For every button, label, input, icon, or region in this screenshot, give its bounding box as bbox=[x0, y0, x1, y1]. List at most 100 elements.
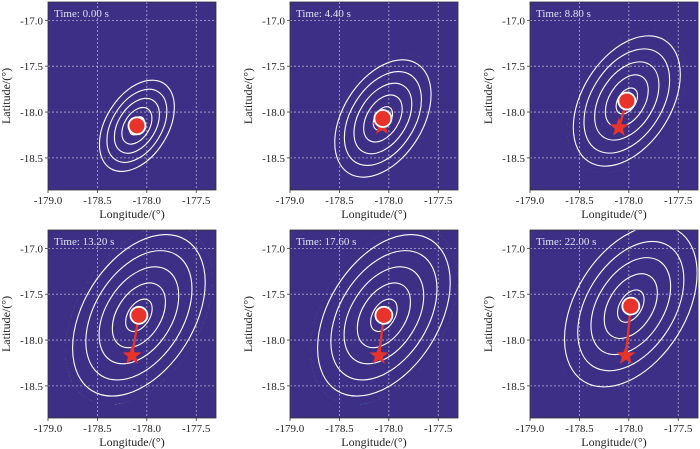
x-tick-label: -179.0 bbox=[34, 423, 63, 435]
time-label: Time: 13.20 s bbox=[54, 236, 114, 248]
contour-line bbox=[583, 48, 671, 154]
y-tick-label: -18.5 bbox=[20, 153, 43, 165]
x-tick-label: -178.0 bbox=[375, 195, 404, 207]
plot-frame bbox=[47, 1, 217, 191]
x-tick-label: -177.5 bbox=[424, 195, 453, 207]
centroid-marker bbox=[621, 296, 641, 316]
x-tick-label: -178.0 bbox=[615, 195, 644, 207]
x-axis-label: Longitude/(°) bbox=[99, 435, 164, 449]
contour-line bbox=[370, 298, 398, 333]
x-tick-label: -177.5 bbox=[182, 423, 211, 435]
y-axis-label: Latitude/(°) bbox=[481, 68, 495, 124]
plot-frame bbox=[47, 229, 217, 419]
contour-line bbox=[356, 282, 412, 349]
panel-3: Time: 8.80 s -179.0 -178.5 -178.0 -177.5 -17.… bbox=[481, 1, 699, 221]
contour-line bbox=[98, 79, 175, 173]
x-tick-label: -177.5 bbox=[664, 423, 693, 435]
y-tick-label: -17.5 bbox=[502, 61, 525, 73]
y-tick-label: -17.0 bbox=[262, 15, 285, 27]
y-axis-label: Latitude/(°) bbox=[241, 296, 255, 352]
panel-5: Time: 17.60 s -179.0 -178.5 -178.0 -177.5 -17… bbox=[241, 229, 459, 449]
x-axis-label: Longitude/(°) bbox=[581, 435, 646, 449]
y-axis-label: Latitude/(°) bbox=[0, 296, 13, 352]
x-tick-label: -178.0 bbox=[375, 423, 404, 435]
contour-line bbox=[317, 233, 451, 397]
x-tick-label: -178.0 bbox=[615, 423, 644, 435]
y-tick-label: -17.5 bbox=[502, 289, 525, 301]
contour-line bbox=[334, 59, 432, 178]
contour-line bbox=[590, 257, 672, 356]
y-axis-label: Latitude/(°) bbox=[481, 296, 495, 352]
x-tick-label: -179.0 bbox=[276, 423, 305, 435]
x-tick-label: -177.5 bbox=[182, 195, 211, 207]
contour-line bbox=[616, 289, 645, 323]
x-tick-label: -179.0 bbox=[516, 423, 545, 435]
contour-line bbox=[111, 282, 167, 349]
grid-lines bbox=[530, 2, 698, 190]
x-tick-label: -179.0 bbox=[34, 195, 63, 207]
contour-lines bbox=[563, 230, 698, 388]
centroid-marker bbox=[127, 116, 147, 136]
contour-line bbox=[363, 94, 403, 143]
y-tick-label: -17.0 bbox=[20, 15, 43, 27]
contour-line bbox=[330, 250, 438, 381]
y-tick-label: -18.0 bbox=[262, 107, 285, 119]
contour-line bbox=[594, 61, 660, 141]
y-tick-label: -17.0 bbox=[502, 243, 525, 255]
contour-lines bbox=[317, 233, 451, 397]
epicenter-star bbox=[369, 345, 389, 364]
grid-lines bbox=[530, 230, 698, 418]
x-tick-label: -177.5 bbox=[664, 195, 693, 207]
y-tick-label: -18.0 bbox=[20, 107, 43, 119]
contour-line bbox=[577, 240, 685, 372]
x-tick-label: -178.5 bbox=[325, 195, 354, 207]
panel-1: Time: 0.00 s -179.0 -178.5 -178.0 -177.5 -17.… bbox=[0, 1, 217, 221]
panel-2: Time: 4.40 s -179.0 -178.5 -178.0 -177.5 -17.… bbox=[241, 1, 459, 221]
centroid-marker bbox=[617, 91, 637, 111]
x-tick-label: -178.5 bbox=[83, 423, 112, 435]
contour-line bbox=[125, 298, 153, 333]
time-label: Time: 4.40 s bbox=[296, 8, 351, 20]
y-tick-label: -17.5 bbox=[262, 61, 285, 73]
y-tick-label: -17.0 bbox=[262, 243, 285, 255]
y-tick-label: -18.5 bbox=[262, 381, 285, 393]
plot-frame bbox=[289, 229, 459, 419]
x-tick-label: -178.5 bbox=[565, 195, 594, 207]
y-tick-label: -18.5 bbox=[502, 153, 525, 165]
contour-line bbox=[113, 97, 160, 154]
x-axis-label: Longitude/(°) bbox=[341, 207, 406, 221]
contour-line bbox=[572, 35, 681, 167]
panel-4: Time: 13.20 s -179.0 -178.5 -178.0 -177.5 -17… bbox=[0, 229, 217, 449]
plot-frame bbox=[529, 1, 699, 191]
y-tick-label: -17.5 bbox=[20, 61, 43, 73]
y-tick-label: -18.5 bbox=[502, 381, 525, 393]
plot-frame bbox=[529, 229, 699, 419]
y-axis-label: Latitude/(°) bbox=[241, 68, 255, 124]
centroid-marker bbox=[373, 109, 393, 128]
y-axis-label: Latitude/(°) bbox=[0, 68, 13, 124]
x-tick-label: -178.0 bbox=[133, 195, 162, 207]
x-tick-label: -177.5 bbox=[424, 423, 453, 435]
grid-lines bbox=[48, 2, 216, 190]
x-axis-label: Longitude/(°) bbox=[341, 435, 406, 449]
y-tick-label: -17.5 bbox=[262, 289, 285, 301]
time-label: Time: 17.60 s bbox=[296, 236, 356, 248]
contour-line bbox=[106, 88, 168, 163]
contour-lines bbox=[72, 233, 206, 397]
contour-line bbox=[121, 106, 153, 145]
plot-frame bbox=[289, 1, 459, 191]
contour-lines bbox=[334, 59, 432, 178]
contour-line bbox=[72, 233, 206, 397]
contour-line bbox=[98, 266, 180, 365]
grid-lines bbox=[290, 2, 458, 190]
y-tick-label: -18.0 bbox=[262, 335, 285, 347]
contour-line bbox=[343, 71, 422, 166]
y-tick-label: -18.0 bbox=[502, 335, 525, 347]
x-tick-label: -178.5 bbox=[565, 423, 594, 435]
x-tick-label: -178.5 bbox=[325, 423, 354, 435]
y-tick-label: -17.0 bbox=[502, 15, 525, 27]
time-label: Time: 0.00 s bbox=[54, 8, 109, 20]
x-axis-label: Longitude/(°) bbox=[99, 207, 164, 221]
time-label: Time: 8.80 s bbox=[536, 8, 591, 20]
